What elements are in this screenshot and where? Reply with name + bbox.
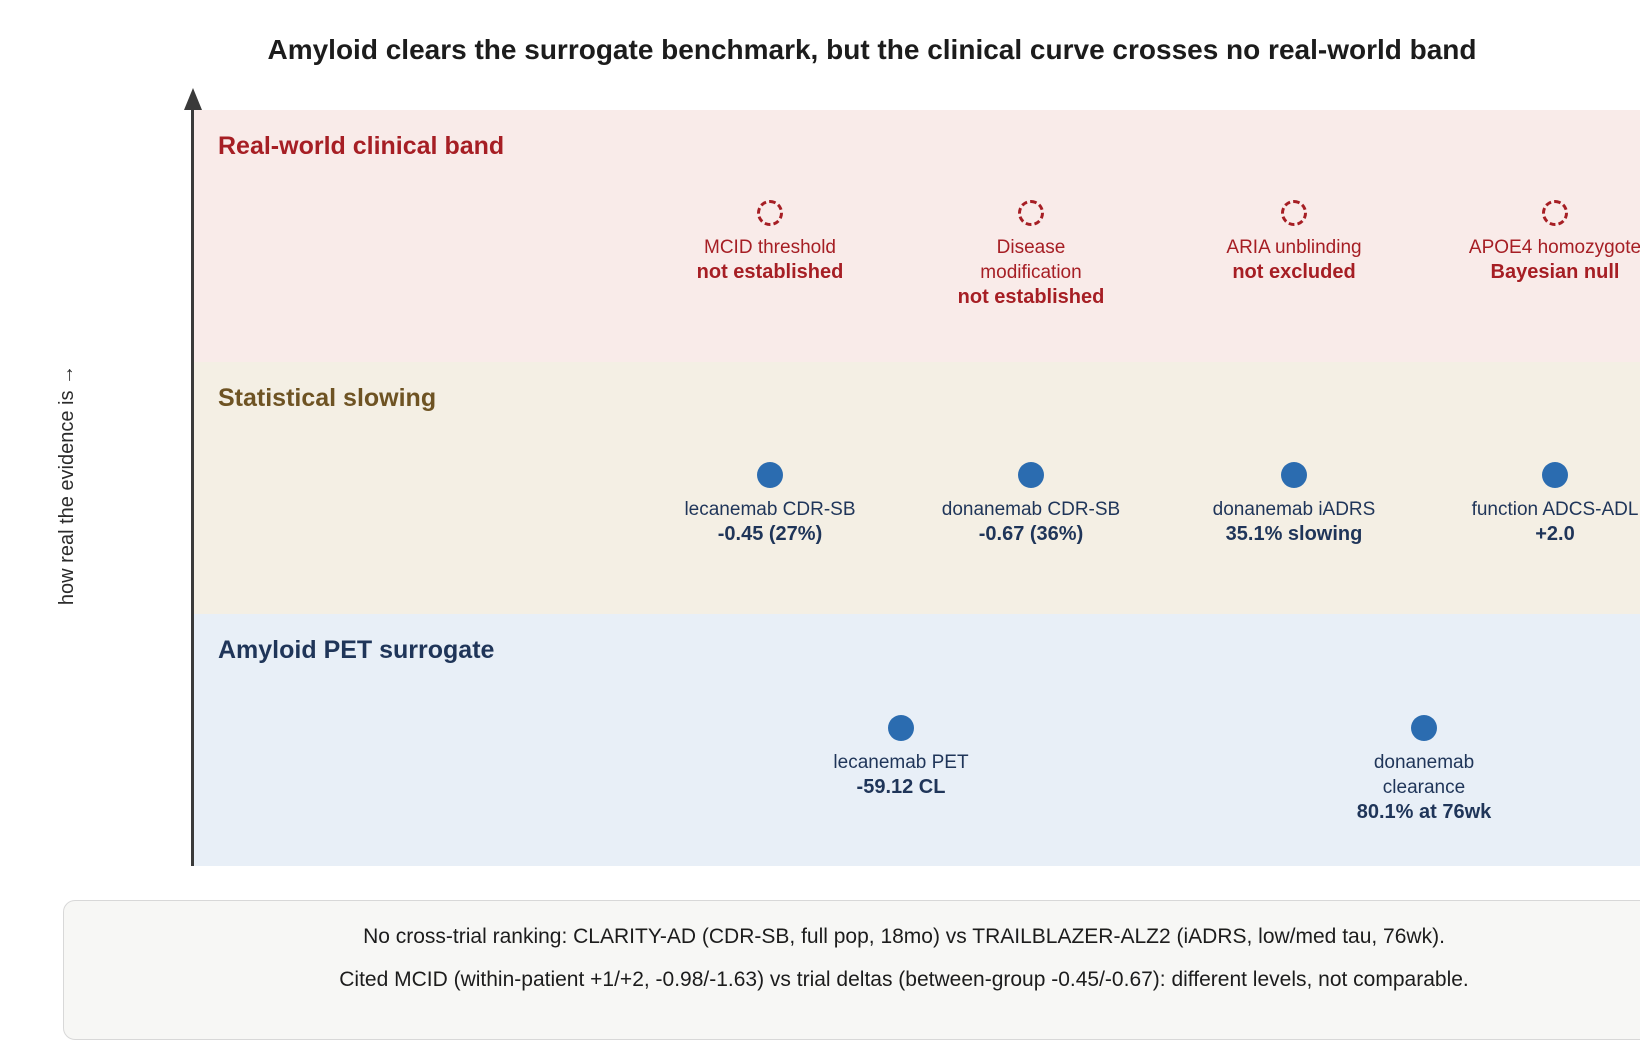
marker-apoe4-homozygote: APOE4 homozygote Bayesian null xyxy=(1425,200,1640,285)
marker-label: donanemab iADRS xyxy=(1212,499,1376,520)
caveat-line-2: Cited MCID (within-patient +1/+2, -0.98/… xyxy=(339,968,1469,991)
marker-label: ARIA unblinding xyxy=(1226,237,1362,258)
marker-mcid-threshold: MCID threshold not established xyxy=(640,200,900,285)
marker-value: +2.0 xyxy=(1535,523,1575,545)
marker-label: function ADCS-ADL xyxy=(1471,499,1639,520)
marker-value: -59.12 CL xyxy=(856,776,946,798)
y-axis-label: how real the evidence is → xyxy=(56,364,78,606)
y-axis-line xyxy=(191,104,194,866)
band-title: Statistical slowing xyxy=(218,384,437,412)
marker-label: lecanemab CDR-SB xyxy=(684,499,856,520)
marker-value: Bayesian null xyxy=(1490,261,1620,283)
marker-label: donanemab CDR-SB xyxy=(941,499,1121,520)
marker-donanemab-clearance: donanemab clearance 80.1% at 76wk xyxy=(1294,715,1554,825)
marker-aria-unblinding: ARIA unblinding not excluded xyxy=(1164,200,1424,285)
marker-donanemab-iadrs: donanemab iADRS 35.1% slowing xyxy=(1164,462,1424,547)
band-title: Amyloid PET surrogate xyxy=(218,636,495,664)
marker-value: not established xyxy=(957,286,1105,308)
marker-disease-modification: Disease modification not established xyxy=(901,200,1161,310)
marker-label: Disease modification xyxy=(980,237,1082,283)
band-title: Real-world clinical band xyxy=(218,132,505,160)
data-point-dot xyxy=(1411,715,1437,741)
band-amyloid-pet-surrogate: Amyloid PET surrogate lecanemab PET -59.… xyxy=(194,614,1640,866)
data-point-dot xyxy=(1281,462,1307,488)
band-statistical-slowing: Statistical slowing lecanemab CDR-SB -0.… xyxy=(194,362,1640,614)
y-axis-arrow-icon xyxy=(184,88,202,110)
data-point-dot xyxy=(757,462,783,488)
marker-lecanemab-pet: lecanemab PET -59.12 CL xyxy=(771,715,1031,800)
caveat-line-1: No cross-trial ranking: CLARITY-AD (CDR-… xyxy=(363,925,1445,948)
dashed-circle-icon xyxy=(757,200,783,226)
marker-value: not excluded xyxy=(1232,261,1356,283)
data-point-dot xyxy=(1542,462,1568,488)
data-point-dot xyxy=(1018,462,1044,488)
marker-value: -0.45 (27%) xyxy=(717,523,823,545)
band-real-world-clinical: Real-world clinical band MCID threshold … xyxy=(194,110,1640,362)
marker-value: 80.1% at 76wk xyxy=(1356,801,1492,823)
marker-function-adcs-adl: function ADCS-ADL +2.0 xyxy=(1425,462,1640,547)
marker-lecanemab-cdr-sb: lecanemab CDR-SB -0.45 (27%) xyxy=(640,462,900,547)
marker-value: not established xyxy=(696,261,844,283)
marker-label: donanemab clearance xyxy=(1373,752,1475,798)
caveat-note-box: No cross-trial ranking: CLARITY-AD (CDR-… xyxy=(63,900,1640,1040)
dashed-circle-icon xyxy=(1281,200,1307,226)
marker-donanemab-cdr-sb: donanemab CDR-SB -0.67 (36%) xyxy=(901,462,1161,547)
dashed-circle-icon xyxy=(1542,200,1568,226)
marker-label: lecanemab PET xyxy=(833,752,969,773)
chart-title: Amyloid clears the surrogate benchmark, … xyxy=(267,34,1477,65)
marker-value: -0.67 (36%) xyxy=(978,523,1084,545)
marker-value: 35.1% slowing xyxy=(1225,523,1363,545)
dashed-circle-icon xyxy=(1018,200,1044,226)
data-point-dot xyxy=(888,715,914,741)
marker-label: MCID threshold xyxy=(704,237,836,258)
marker-label: APOE4 homozygote xyxy=(1468,237,1640,258)
